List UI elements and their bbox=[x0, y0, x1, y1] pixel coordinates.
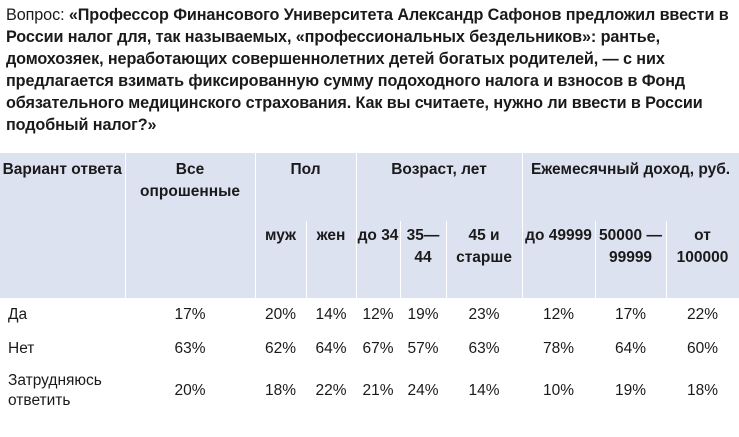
header-answer: Вариант ответа bbox=[0, 153, 126, 298]
table-cell: 14% bbox=[446, 366, 523, 416]
question-label: Вопрос: bbox=[6, 6, 69, 24]
table-cell: 21% bbox=[356, 366, 401, 416]
table-cell: 63% bbox=[125, 332, 256, 366]
table-cell: 60% bbox=[666, 332, 739, 366]
table-cell: 57% bbox=[400, 332, 447, 366]
table-cell: 78% bbox=[522, 332, 596, 366]
table-row: Да 17% 20% 14% 12% 19% 23% 12% 17% 22% bbox=[0, 298, 739, 332]
question-text: Вопрос: «Профессор Финансового Университ… bbox=[6, 4, 734, 136]
table-cell: 12% bbox=[356, 298, 401, 332]
subheader-male: муж bbox=[255, 221, 307, 298]
table-cell: 24% bbox=[400, 366, 447, 416]
table-cell: 22% bbox=[306, 366, 357, 416]
row-answer: Затрудняюсь ответить bbox=[0, 366, 126, 416]
table-cell: 14% bbox=[306, 298, 357, 332]
table-cell: 67% bbox=[356, 332, 401, 366]
table-cell: 20% bbox=[255, 298, 307, 332]
table-cell: 63% bbox=[446, 332, 523, 366]
table-cell: 19% bbox=[595, 366, 667, 416]
table-cell: 64% bbox=[595, 332, 667, 366]
header-gender: Пол bbox=[255, 153, 357, 221]
table-cell: 23% bbox=[446, 298, 523, 332]
subheader-female: жен bbox=[306, 221, 357, 298]
subheader-age-3: 45 и старше bbox=[446, 221, 523, 298]
row-answer: Да bbox=[0, 298, 126, 332]
table-cell: 10% bbox=[522, 366, 596, 416]
header-income: Ежемесячный доход, руб. bbox=[522, 153, 739, 221]
table-row: Затрудняюсь ответить 20% 18% 22% 21% 24%… bbox=[0, 366, 739, 416]
table-cell: 62% bbox=[255, 332, 307, 366]
table-cell: 19% bbox=[400, 298, 447, 332]
subheader-income-1: до 49999 bbox=[522, 221, 596, 298]
table-cell: 17% bbox=[595, 298, 667, 332]
table-cell: 18% bbox=[255, 366, 307, 416]
table-row: Нет 63% 62% 64% 67% 57% 63% 78% 64% 60% bbox=[0, 332, 739, 366]
table-cell: 12% bbox=[522, 298, 596, 332]
header-all: Все опрошенные bbox=[125, 153, 256, 298]
table-cell: 20% bbox=[125, 366, 256, 416]
subheader-age-2: 35— 44 bbox=[400, 221, 447, 298]
subheader-income-2: 50000 — 99999 bbox=[595, 221, 667, 298]
row-answer: Нет bbox=[0, 332, 126, 366]
poll-results-table: Вариант ответа Все опрошенные Пол Возрас… bbox=[0, 153, 739, 416]
table-cell: 22% bbox=[666, 298, 739, 332]
subheader-age-1: до 34 bbox=[356, 221, 401, 298]
header-age: Возраст, лет bbox=[356, 153, 523, 221]
question-body: «Профессор Финансового Университета Алек… bbox=[6, 6, 729, 134]
table-cell: 18% bbox=[666, 366, 739, 416]
table-cell: 64% bbox=[306, 332, 357, 366]
subheader-income-3: от 100000 bbox=[666, 221, 739, 298]
table-cell: 17% bbox=[125, 298, 256, 332]
